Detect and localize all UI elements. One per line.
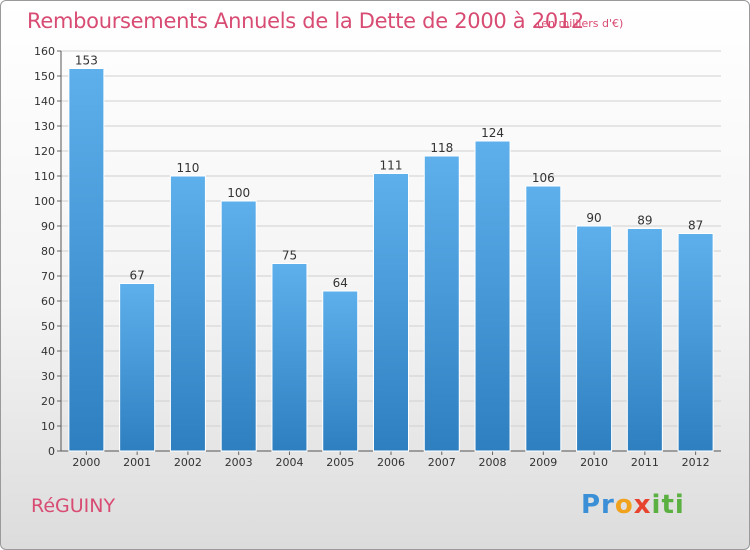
- bar: [474, 140, 511, 452]
- bar: [373, 173, 409, 452]
- x-tick-label: 2006: [377, 456, 405, 469]
- x-tick-label: 2011: [631, 456, 659, 469]
- proxiti-logo: Proxiti: [581, 490, 685, 520]
- y-tick-label: 110: [34, 170, 55, 183]
- chart-title: Remboursements Annuels de la Dette de 20…: [27, 9, 584, 33]
- bar: [525, 185, 562, 452]
- y-tick-label: 20: [41, 395, 55, 408]
- y-tick-label: 80: [41, 245, 55, 258]
- bar: [271, 263, 308, 452]
- bar: [220, 200, 257, 452]
- bar-value-label: 87: [688, 219, 703, 233]
- bar: [119, 283, 156, 452]
- bar-value-label: 67: [130, 269, 145, 283]
- x-tick-label: 2005: [326, 456, 354, 469]
- bar-value-label: 118: [430, 141, 453, 155]
- y-tick-label: 0: [48, 445, 55, 458]
- y-tick-label: 30: [41, 370, 55, 383]
- labels: 0 10 20 30 40 50 60 70 80 90 100 110 120 130 140 150 160…: [34, 45, 710, 469]
- y-tick-label: 150: [34, 70, 55, 83]
- bar-value-label: 90: [586, 211, 601, 225]
- bar-value-label: 124: [481, 126, 504, 140]
- bar-value-label: 110: [176, 161, 199, 175]
- x-tick-label: 2003: [225, 456, 253, 469]
- bar: [576, 225, 613, 452]
- x-tick-label: 2002: [174, 456, 202, 469]
- bar: [677, 233, 714, 452]
- x-tick-label: 2007: [428, 456, 456, 469]
- x-tick-label: 2009: [529, 456, 557, 469]
- y-tick-label: 40: [41, 345, 55, 358]
- bar: [169, 175, 206, 452]
- bar-value-label: 75: [282, 249, 297, 263]
- bar-value-label: 64: [333, 276, 348, 290]
- x-tick-label: 2000: [72, 456, 100, 469]
- x-tick-label: 2008: [479, 456, 507, 469]
- bar-value-label: 111: [380, 159, 403, 173]
- x-tick-label: 2010: [580, 456, 608, 469]
- bar: [626, 228, 663, 452]
- y-tick-label: 60: [41, 295, 55, 308]
- y-tick-label: 160: [34, 45, 55, 58]
- y-tick-label: 70: [41, 270, 55, 283]
- commune-name: RéGUINY: [31, 495, 116, 517]
- x-tick-label: 2001: [123, 456, 151, 469]
- chart-unit: (en milliers d'€): [537, 17, 624, 30]
- x-tick-label: 2012: [682, 456, 710, 469]
- bar-value-label: 100: [227, 186, 250, 200]
- y-tick-label: 100: [34, 195, 55, 208]
- y-tick-label: 90: [41, 220, 55, 233]
- bar-value-label: 89: [637, 214, 652, 228]
- x-tick-label: 2004: [275, 456, 303, 469]
- y-tick-label: 140: [34, 95, 55, 108]
- bar: [68, 68, 105, 452]
- y-tick-label: 50: [41, 320, 55, 333]
- y-tick-label: 10: [41, 420, 55, 433]
- bar-value-label: 153: [75, 54, 98, 68]
- bars: [68, 68, 714, 452]
- bar-value-label: 106: [532, 171, 555, 185]
- y-tick-label: 130: [34, 120, 55, 133]
- bar: [423, 155, 460, 452]
- bar: [322, 290, 359, 452]
- y-tick-label: 120: [34, 145, 55, 158]
